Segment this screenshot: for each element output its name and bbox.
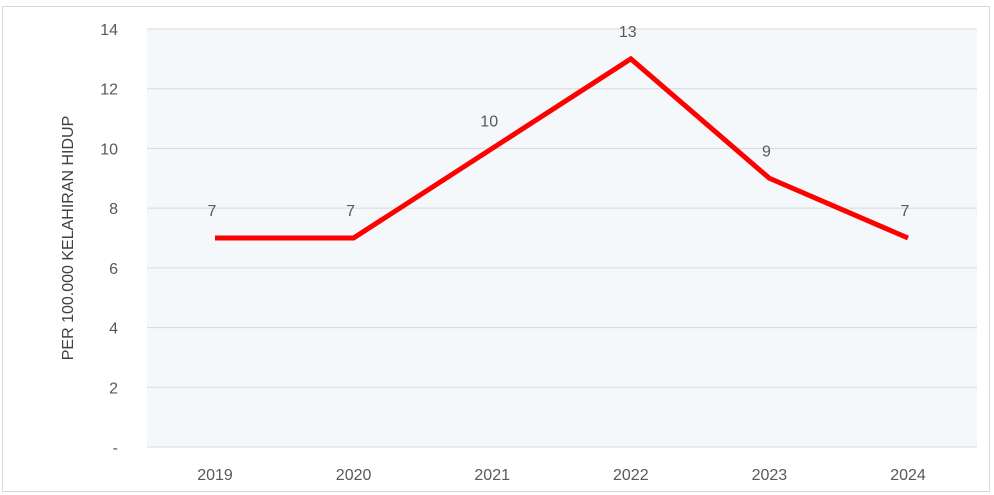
- data-label: 13: [619, 24, 637, 41]
- data-label: 9: [762, 143, 771, 160]
- y-tick-label: -: [113, 440, 118, 457]
- y-tick-label: 2: [109, 380, 118, 397]
- y-tick-label: 10: [100, 141, 118, 158]
- data-label: 7: [901, 203, 910, 220]
- x-tick-label: 2024: [890, 467, 926, 484]
- x-tick-label: 2022: [613, 467, 649, 484]
- y-tick-label: 6: [109, 261, 118, 278]
- data-label: 7: [208, 203, 217, 220]
- series-group: [215, 55, 909, 241]
- series-line: [215, 55, 909, 241]
- y-axis-ticks: - 2 4 6 8 10 12 14: [100, 22, 118, 457]
- y-tick-label: 12: [100, 82, 118, 99]
- y-axis-label: PER 100.000 KELAHIRAN HIDUP: [60, 116, 77, 361]
- gridlines: [147, 28, 977, 448]
- data-label: 7: [346, 203, 355, 220]
- y-tick-label: 4: [109, 321, 118, 338]
- x-tick-label: 2021: [474, 467, 510, 484]
- y-tick-label: 14: [100, 22, 118, 39]
- x-axis-ticks: 2019 2020 2021 2022 2023 2024: [197, 467, 926, 484]
- x-tick-label: 2020: [336, 467, 372, 484]
- data-label: 10: [480, 113, 498, 130]
- x-tick-label: 2019: [197, 467, 233, 484]
- data-labels: 7 7 10 13 9 7: [208, 24, 910, 220]
- x-tick-label: 2023: [752, 467, 788, 484]
- y-tick-label: 8: [109, 201, 118, 218]
